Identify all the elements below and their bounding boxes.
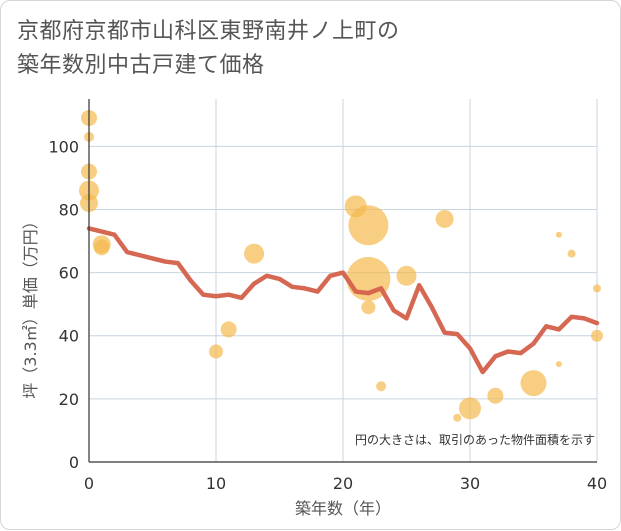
bubble-series	[79, 109, 603, 422]
bubble-size-note: 円の大きさは、取引のあった物件面積を示す	[355, 432, 595, 447]
bubble-point	[209, 344, 223, 359]
bubble-point	[487, 387, 504, 404]
bubble-point	[453, 413, 462, 422]
x-tick-label: 30	[460, 474, 480, 493]
y-tick-label: 20	[59, 390, 79, 409]
bubble-point	[348, 205, 389, 246]
bubble-point	[396, 265, 417, 286]
chart-title-line-1: 京都府京都市山科区東野南井ノ上町の	[17, 19, 400, 44]
x-tick-label: 20	[333, 474, 353, 493]
bubble-point	[220, 321, 237, 338]
chart-title: 京都府京都市山科区東野南井ノ上町の 築年数別中古戸建て価格	[17, 15, 577, 83]
y-tick-label: 80	[59, 200, 79, 219]
bubble-point	[376, 381, 387, 392]
bubble-point	[555, 361, 562, 368]
y-tick-label: 40	[59, 327, 79, 346]
chart-title-line-2: 築年数別中古戸建て価格	[17, 53, 265, 78]
trend-line-group	[86, 226, 600, 375]
bubble-point	[591, 329, 603, 342]
x-tick-label: 0	[84, 474, 94, 493]
bubble-point	[361, 300, 376, 315]
y-tick-label: 0	[69, 453, 79, 472]
bubble-point	[435, 209, 454, 228]
x-tick-label: 10	[206, 474, 226, 493]
axes	[88, 99, 597, 463]
bubble-point	[93, 239, 110, 256]
bubble-point	[244, 243, 265, 264]
bubble-point	[555, 231, 562, 238]
y-axis-label: 坪（3.3㎡）単価（万円）	[21, 213, 40, 398]
y-tick-label: 60	[59, 264, 79, 283]
bubble-point	[567, 249, 576, 258]
trend-line	[86, 226, 600, 375]
bubble-point	[593, 284, 601, 293]
x-axis-label: 築年数（年）	[295, 499, 391, 518]
bubble-point	[459, 397, 481, 420]
tick-labels: 0 10 20 30 40 0 20 40 60 80 100	[48, 137, 607, 493]
y-tick-label: 100	[48, 137, 79, 156]
bubble-point	[520, 370, 547, 397]
gridlines	[89, 99, 598, 462]
x-tick-label: 40	[587, 474, 607, 493]
